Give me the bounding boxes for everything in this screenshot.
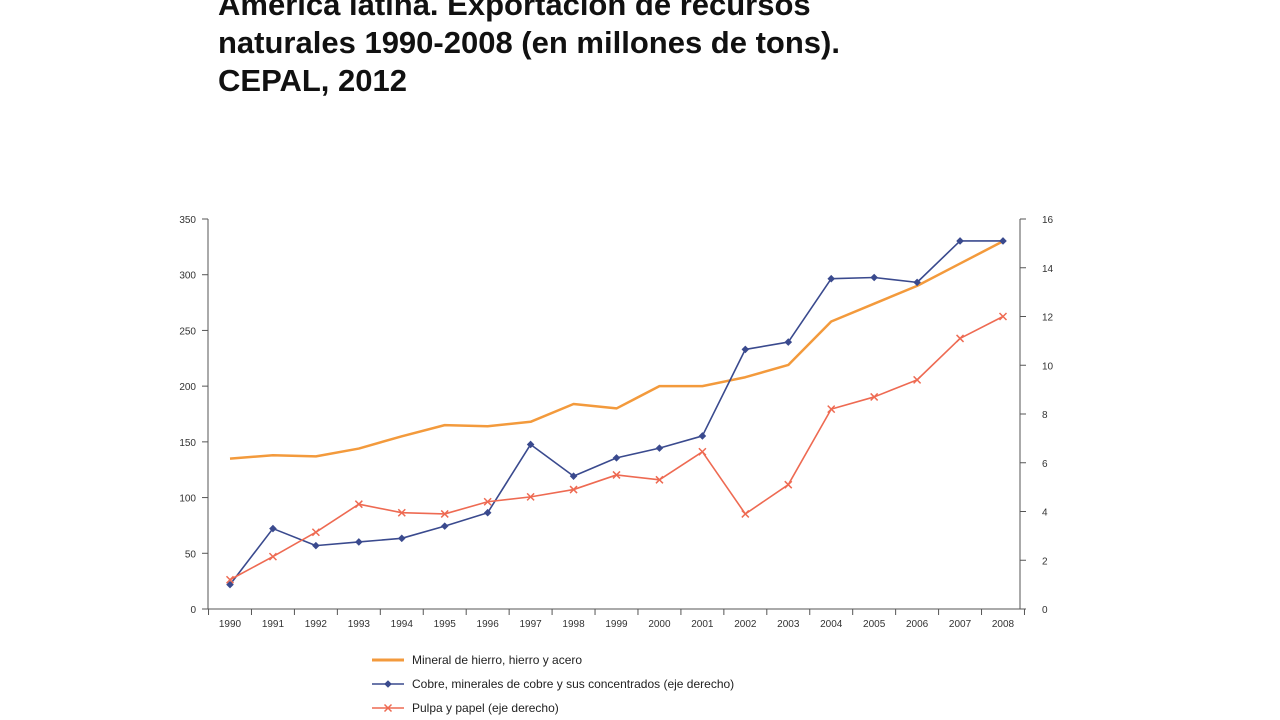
x-tick-label: 1994: [391, 619, 414, 630]
y-left-tick-label: 250: [179, 326, 196, 337]
data-point-diamond: [612, 454, 621, 462]
x-tick-label: 1997: [519, 619, 542, 630]
x-tick-label: 2006: [906, 619, 929, 630]
x-tick-label: 1990: [219, 619, 242, 630]
data-point-x: [440, 509, 449, 518]
data-point-diamond: [312, 541, 320, 550]
x-tick-label: 1999: [605, 619, 628, 630]
x-tick-label: 2000: [648, 619, 671, 630]
y-left-tick-label: 0: [190, 605, 196, 616]
y-right-tick-label: 14: [1042, 264, 1054, 275]
y-right-tick-label: 10: [1042, 361, 1054, 372]
x-tick-label: 1995: [434, 619, 457, 630]
data-point-diamond: [226, 580, 234, 589]
chart-axes: 0 50 100 150 200 250 300 350 0 2 4 6 8 10 12 14 16 1990 19…: [179, 215, 1053, 630]
data-point-x: [225, 575, 235, 584]
x-tick-label: 2007: [949, 619, 972, 630]
data-point-x: [311, 528, 320, 537]
y-left-tick-label: 300: [179, 271, 196, 282]
data-point-x: [655, 475, 664, 484]
x-tick-label: 2004: [820, 619, 843, 630]
data-point-diamond: [483, 508, 492, 517]
chart-legend: Mineral de hierro, hierro y acero Cobre, …: [372, 653, 734, 715]
x-tick-label: 2005: [863, 619, 886, 630]
x-tick-label: 2008: [992, 619, 1015, 630]
y-right-tick-label: 6: [1042, 459, 1048, 470]
y-left-tick-label: 200: [179, 382, 196, 393]
series-line-2: [229, 240, 1003, 586]
data-point-diamond: [440, 522, 449, 530]
data-point-diamond: [355, 538, 363, 546]
data-point-x: [913, 375, 922, 384]
legend-marker-x: [383, 703, 393, 713]
data-point-x: [870, 392, 879, 401]
series-line-3: [229, 315, 1004, 581]
y-right-tick-label: 16: [1042, 215, 1054, 226]
x-tick-label: 1991: [262, 619, 285, 630]
legend-marker-diamond: [384, 680, 392, 688]
legend-label-1: Mineral de hierro, hierro y acero: [412, 653, 582, 667]
data-point-x: [827, 405, 836, 414]
legend-label-3: Pulpa y papel (eje derecho): [412, 701, 559, 715]
data-point-diamond: [870, 273, 878, 282]
title-line-3: CEPAL, 2012: [218, 63, 407, 98]
x-tick-label: 2001: [691, 619, 714, 630]
y-right-tick-label: 2: [1042, 556, 1048, 567]
y-left-tick-label: 50: [185, 549, 197, 560]
data-point-diamond: [698, 432, 707, 440]
data-point-x: [397, 508, 406, 517]
data-point-x: [698, 447, 707, 456]
data-point-diamond: [569, 472, 578, 480]
data-point-diamond: [269, 524, 277, 533]
y-right-tick-label: 8: [1042, 410, 1048, 421]
x-tick-label: 1996: [477, 619, 500, 630]
data-point-x: [612, 470, 621, 479]
data-point-x: [483, 497, 492, 506]
series-line-1: [229, 240, 1004, 460]
data-point-x: [784, 480, 793, 489]
data-point-x: [998, 312, 1008, 321]
y-left-tick-label: 150: [179, 438, 196, 449]
data-point-diamond: [913, 278, 921, 287]
title-line-1: América latina. Exportación de recursos: [218, 0, 811, 22]
data-point-x: [741, 509, 750, 518]
data-point-diamond: [741, 345, 750, 354]
data-point-x: [268, 552, 277, 561]
data-point-diamond: [784, 338, 793, 346]
data-point-diamond: [827, 274, 836, 283]
data-point-diamond: [956, 237, 964, 245]
data-point-x: [956, 334, 965, 343]
slide-title: América latina. Exportación de recursos …: [218, 0, 1218, 100]
x-tick-label: 2003: [777, 619, 800, 630]
legend-label-2: Cobre, minerales de cobre y sus concentr…: [412, 677, 734, 691]
data-point-x: [526, 492, 535, 501]
y-right-tick-label: 4: [1042, 508, 1048, 519]
y-right-tick-label: 0: [1042, 605, 1048, 616]
title-line-2: naturales 1990-2008 (en millones de tons…: [218, 25, 840, 60]
data-point-diamond: [999, 237, 1007, 245]
x-tick-label: 1992: [305, 619, 328, 630]
y-right-tick-label: 12: [1042, 313, 1054, 324]
y-left-tick-label: 100: [179, 494, 196, 505]
data-point-x: [354, 500, 363, 509]
data-point-diamond: [397, 534, 406, 543]
data-point-x: [569, 485, 578, 494]
x-tick-label: 1998: [562, 619, 585, 630]
chart-series: [225, 237, 1008, 589]
y-left-tick-label: 350: [179, 215, 196, 226]
data-point-diamond: [655, 444, 664, 452]
x-tick-label: 1993: [348, 619, 371, 630]
x-tick-label: 2002: [734, 619, 757, 630]
data-point-diamond: [526, 440, 535, 449]
